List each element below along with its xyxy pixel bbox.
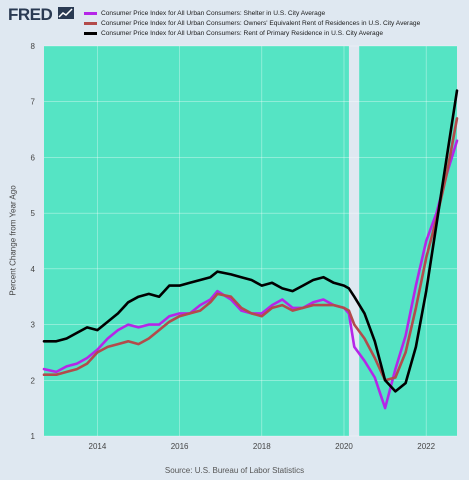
trend-line-icon — [58, 7, 74, 19]
legend-swatch-rent — [84, 31, 97, 35]
legend-swatch-oer — [84, 21, 97, 25]
source-note: Source: U.S. Bureau of Labor Statistics — [164, 466, 305, 475]
y-tick-label: 4 — [31, 265, 36, 274]
y-tick-label: 2 — [31, 376, 36, 385]
y-tick-label: 7 — [31, 98, 36, 107]
x-tick-label: 2014 — [89, 442, 107, 451]
series-line-oer — [42, 117, 459, 382]
fred-logo: FRED — [8, 5, 53, 24]
recession-band — [348, 46, 360, 436]
legend-entry-rent: Consumer Price Index for All Urban Consu… — [84, 28, 420, 38]
y-tick-label: 6 — [31, 153, 36, 162]
legend-label-shelter: Consumer Price Index for All Urban Consu… — [101, 9, 326, 17]
legend-swatch-shelter — [84, 11, 97, 15]
x-tick-label: 2016 — [171, 442, 189, 451]
x-tick-label: 2018 — [253, 442, 271, 451]
y-tick-label: 8 — [31, 42, 36, 51]
legend-entry-oer: Consumer Price Index for All Urban Consu… — [84, 18, 420, 28]
series-line-rent — [42, 89, 459, 393]
series-line-shelter — [42, 139, 459, 410]
x-tick-label: 2020 — [335, 442, 353, 451]
x-tick-label: 2022 — [417, 442, 435, 451]
legend-label-oer: Consumer Price Index for All Urban Consu… — [101, 19, 421, 27]
legend-entry-shelter: Consumer Price Index for All Urban Consu… — [84, 8, 420, 18]
y-tick-label: 3 — [31, 321, 36, 330]
plot-area — [44, 46, 457, 436]
legend: Consumer Price Index for All Urban Consu… — [84, 8, 420, 38]
y-tick-label: 5 — [31, 209, 36, 218]
y-tick-label: 1 — [31, 432, 36, 441]
legend-label-rent: Consumer Price Index for All Urban Consu… — [101, 29, 384, 37]
